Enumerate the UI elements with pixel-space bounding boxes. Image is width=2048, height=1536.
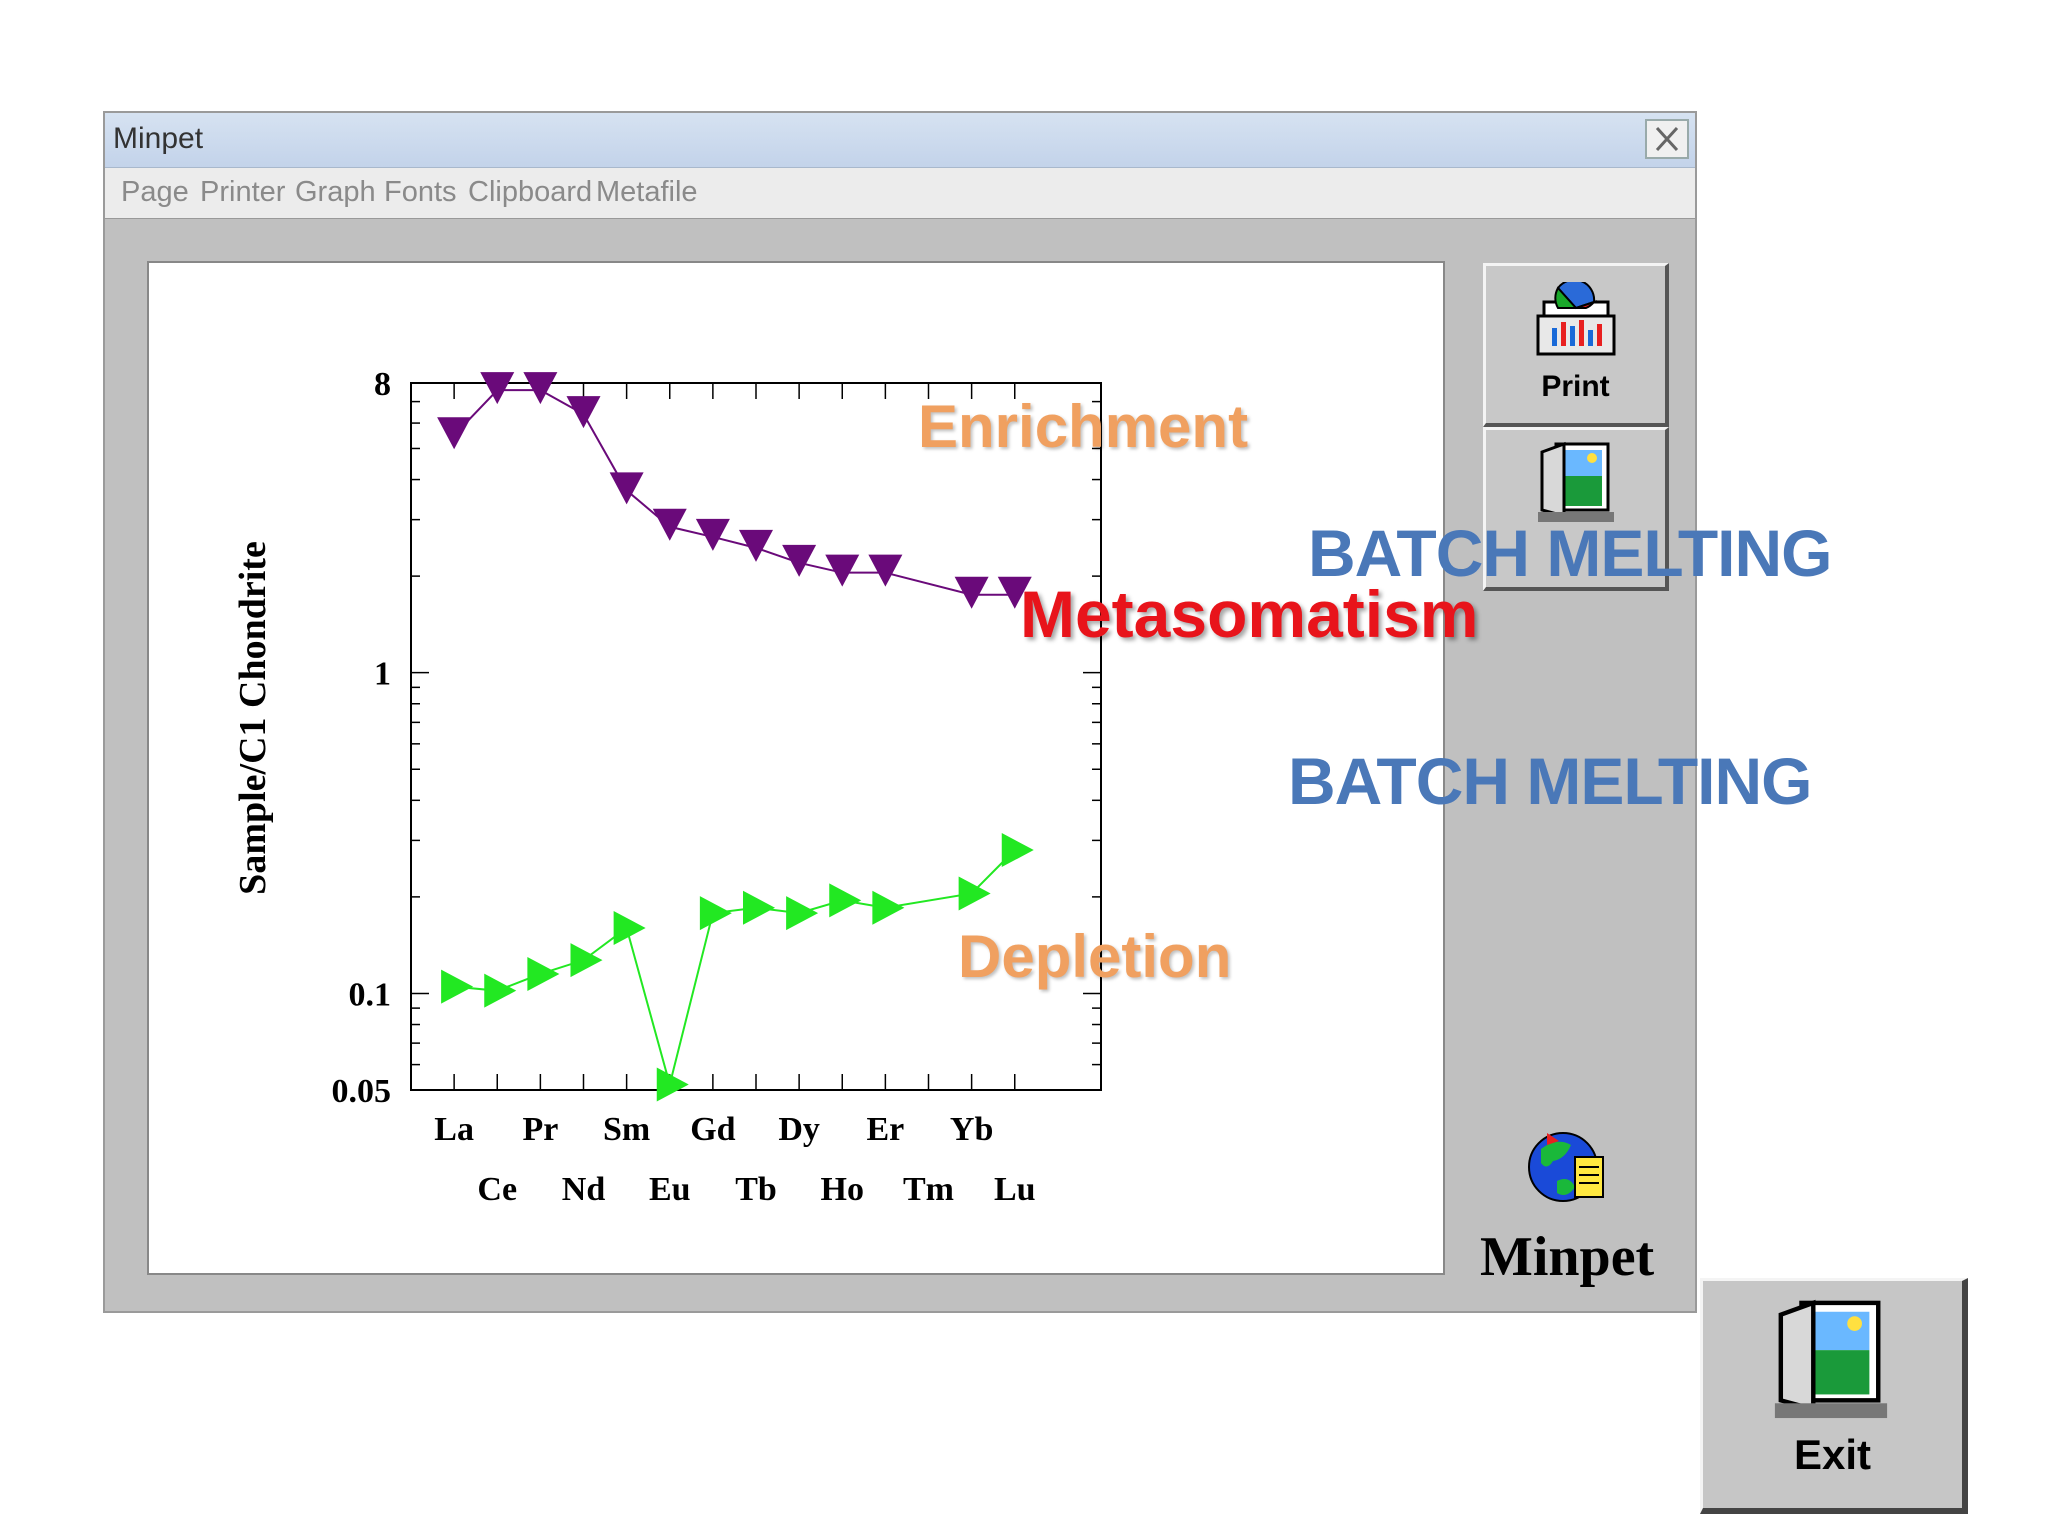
menu-page[interactable]: Page (121, 176, 189, 208)
x-tick-label: Tb (735, 1171, 777, 1208)
depleted-data-point (786, 896, 819, 931)
enriched-data-point (566, 396, 601, 429)
enriched-data-point (609, 472, 644, 505)
enriched-data-point (739, 529, 773, 562)
batch-melting-overlay-bottom: BATCH MELTING (1288, 744, 1812, 818)
x-tick-label: Ce (477, 1171, 517, 1208)
depleted-data-point (484, 973, 517, 1008)
window-title: Minpet (113, 122, 204, 155)
menu-clipboard[interactable]: Clipboard (468, 176, 593, 208)
enriched-data-point (437, 417, 472, 450)
enrichment-annotation: Enrichment (918, 393, 1249, 460)
graph-canvas: 8 1 0.1 0.05 La Ce Pr Nd Sm Eu Gd Tb Dy Ho Er Tm Yb Lu Sam… (147, 261, 1445, 1275)
globe-logo-icon (1528, 1132, 1604, 1202)
enriched-data-point (868, 554, 903, 587)
x-tick-label: Tm (903, 1171, 954, 1208)
enriched-data-point (652, 508, 687, 541)
y-tick-label: 8 (374, 366, 391, 403)
enriched-data-point (954, 576, 989, 609)
depleted-data-point (570, 943, 603, 978)
batch-melting-overlay-top: BATCH MELTING (1308, 516, 1832, 590)
enriched-data-point (825, 554, 860, 587)
x-tick-label: Er (866, 1111, 904, 1148)
depleted-data-point (656, 1067, 689, 1102)
depleted-data-point (527, 956, 560, 991)
x-tick-label: Pr (522, 1111, 558, 1148)
close-button[interactable] (1645, 119, 1689, 159)
depleted-data-point (829, 883, 862, 918)
depleted-data-point (699, 896, 732, 931)
x-tick-label: Eu (649, 1171, 691, 1208)
menu-fonts[interactable]: Fonts (384, 176, 457, 208)
x-tick-label: Sm (603, 1111, 650, 1148)
depletion-annotation: Depletion (958, 923, 1232, 990)
enriched-data-point (997, 576, 1032, 609)
exit-door-icon (1538, 441, 1614, 522)
title-bar: Minpet (105, 113, 1695, 168)
x-tick-label: Ho (821, 1171, 864, 1208)
menu-graph[interactable]: Graph (295, 176, 376, 208)
y-axis-label: Sample/C1 Chondrite (232, 541, 274, 895)
metasomatism-overlay: Metasomatism (1020, 577, 1479, 651)
exit-button[interactable]: Exit (1700, 1278, 1968, 1514)
enriched-data-point (480, 372, 515, 405)
minpet-logo-text: Minpet (1480, 1226, 1655, 1288)
menu-printer[interactable]: Printer (200, 176, 286, 208)
exit-button-small[interactable] (1483, 427, 1669, 591)
menu-bar: Page Printer Graph Fonts Clipboard Metaf… (105, 168, 1695, 219)
print-icon (1536, 282, 1616, 356)
x-tick-label: Lu (994, 1171, 1036, 1208)
y-tick-label: 1 (374, 656, 391, 693)
depleted-data-point (958, 876, 991, 911)
exit-door-icon (1774, 1299, 1888, 1419)
depleted-data-point (872, 890, 905, 925)
x-tick-label: Gd (690, 1111, 735, 1148)
exit-label: Exit (1793, 1431, 1872, 1478)
close-icon (1655, 126, 1679, 152)
enriched-data-point (782, 544, 817, 577)
x-tick-label: La (434, 1111, 474, 1148)
depleted-data-point (1001, 833, 1034, 868)
enriched-data-point (695, 518, 730, 551)
y-tick-label: 0.1 (349, 976, 392, 1013)
x-tick-label: Nd (562, 1171, 606, 1208)
print-button[interactable]: Print (1483, 263, 1669, 427)
x-tick-label: Yb (950, 1111, 993, 1148)
menu-metafile[interactable]: Metafile (596, 176, 698, 208)
print-label: Print (1541, 370, 1610, 403)
depleted-data-point (441, 969, 474, 1004)
y-tick-label: 0.05 (332, 1073, 392, 1110)
enriched-data-point (523, 372, 558, 405)
depleted-data-point (743, 890, 775, 925)
x-tick-label: Dy (778, 1111, 820, 1148)
minpet-window: Minpet Page Printer Graph Fonts Clipboar… (103, 111, 1697, 1313)
depleted-data-point (613, 910, 646, 945)
